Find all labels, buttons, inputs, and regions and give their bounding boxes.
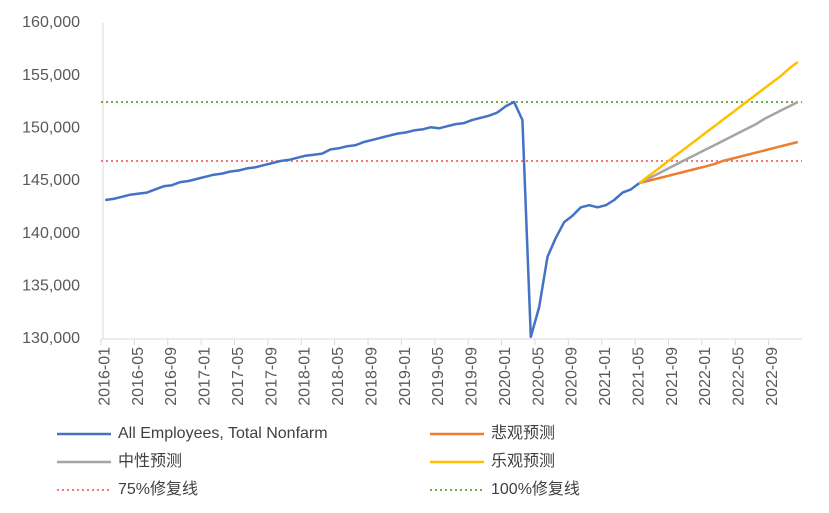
legend-label: All Employees, Total Nonfarm [118, 425, 328, 442]
x-tick-label: 2019-05 [430, 347, 447, 406]
x-tick-label: 2017-01 [197, 347, 214, 406]
series-line [638, 140, 799, 185]
x-tick-label: 2016-09 [163, 347, 180, 406]
legend-label: 75%修复线 [118, 480, 198, 498]
legend-label: 中性预测 [118, 452, 182, 470]
x-tick-label: 2022-09 [764, 347, 781, 406]
legend-label: 100%修复线 [491, 480, 580, 498]
x-tick-label: 2021-05 [630, 347, 647, 406]
y-tick-label: 150,000 [22, 120, 80, 137]
series-line [638, 100, 799, 185]
x-tick-label: 2020-05 [530, 347, 547, 406]
x-tick-label: 2019-01 [397, 347, 414, 406]
x-tick-label: 2017-09 [263, 347, 280, 406]
x-tick-label: 2022-05 [731, 347, 748, 406]
x-tick-label: 2020-09 [564, 347, 581, 406]
legend-label: 乐观预测 [491, 452, 555, 470]
y-tick-label: 160,000 [22, 14, 80, 31]
x-tick-label: 2022-01 [697, 347, 714, 406]
series-line [105, 100, 641, 339]
y-tick-label: 135,000 [22, 278, 80, 295]
x-tick-label: 2021-09 [664, 347, 681, 406]
x-tick-label: 2017-05 [230, 347, 247, 406]
x-tick-label: 2018-05 [330, 347, 347, 406]
x-tick-label: 2021-01 [597, 347, 614, 406]
x-tick-label: 2016-05 [130, 347, 147, 406]
x-tick-label: 2018-01 [297, 347, 314, 406]
y-tick-label: 130,000 [22, 330, 80, 347]
x-tick-label: 2019-09 [464, 347, 481, 406]
y-tick-label: 145,000 [22, 172, 80, 189]
y-tick-label: 155,000 [22, 67, 80, 84]
x-tick-label: 2018-09 [363, 347, 380, 406]
x-tick-label: 2016-01 [96, 347, 113, 406]
x-tick-label: 2020-01 [497, 347, 514, 406]
y-tick-label: 140,000 [22, 225, 80, 242]
series-line [638, 61, 799, 185]
legend-label: 悲观预测 [491, 424, 555, 442]
